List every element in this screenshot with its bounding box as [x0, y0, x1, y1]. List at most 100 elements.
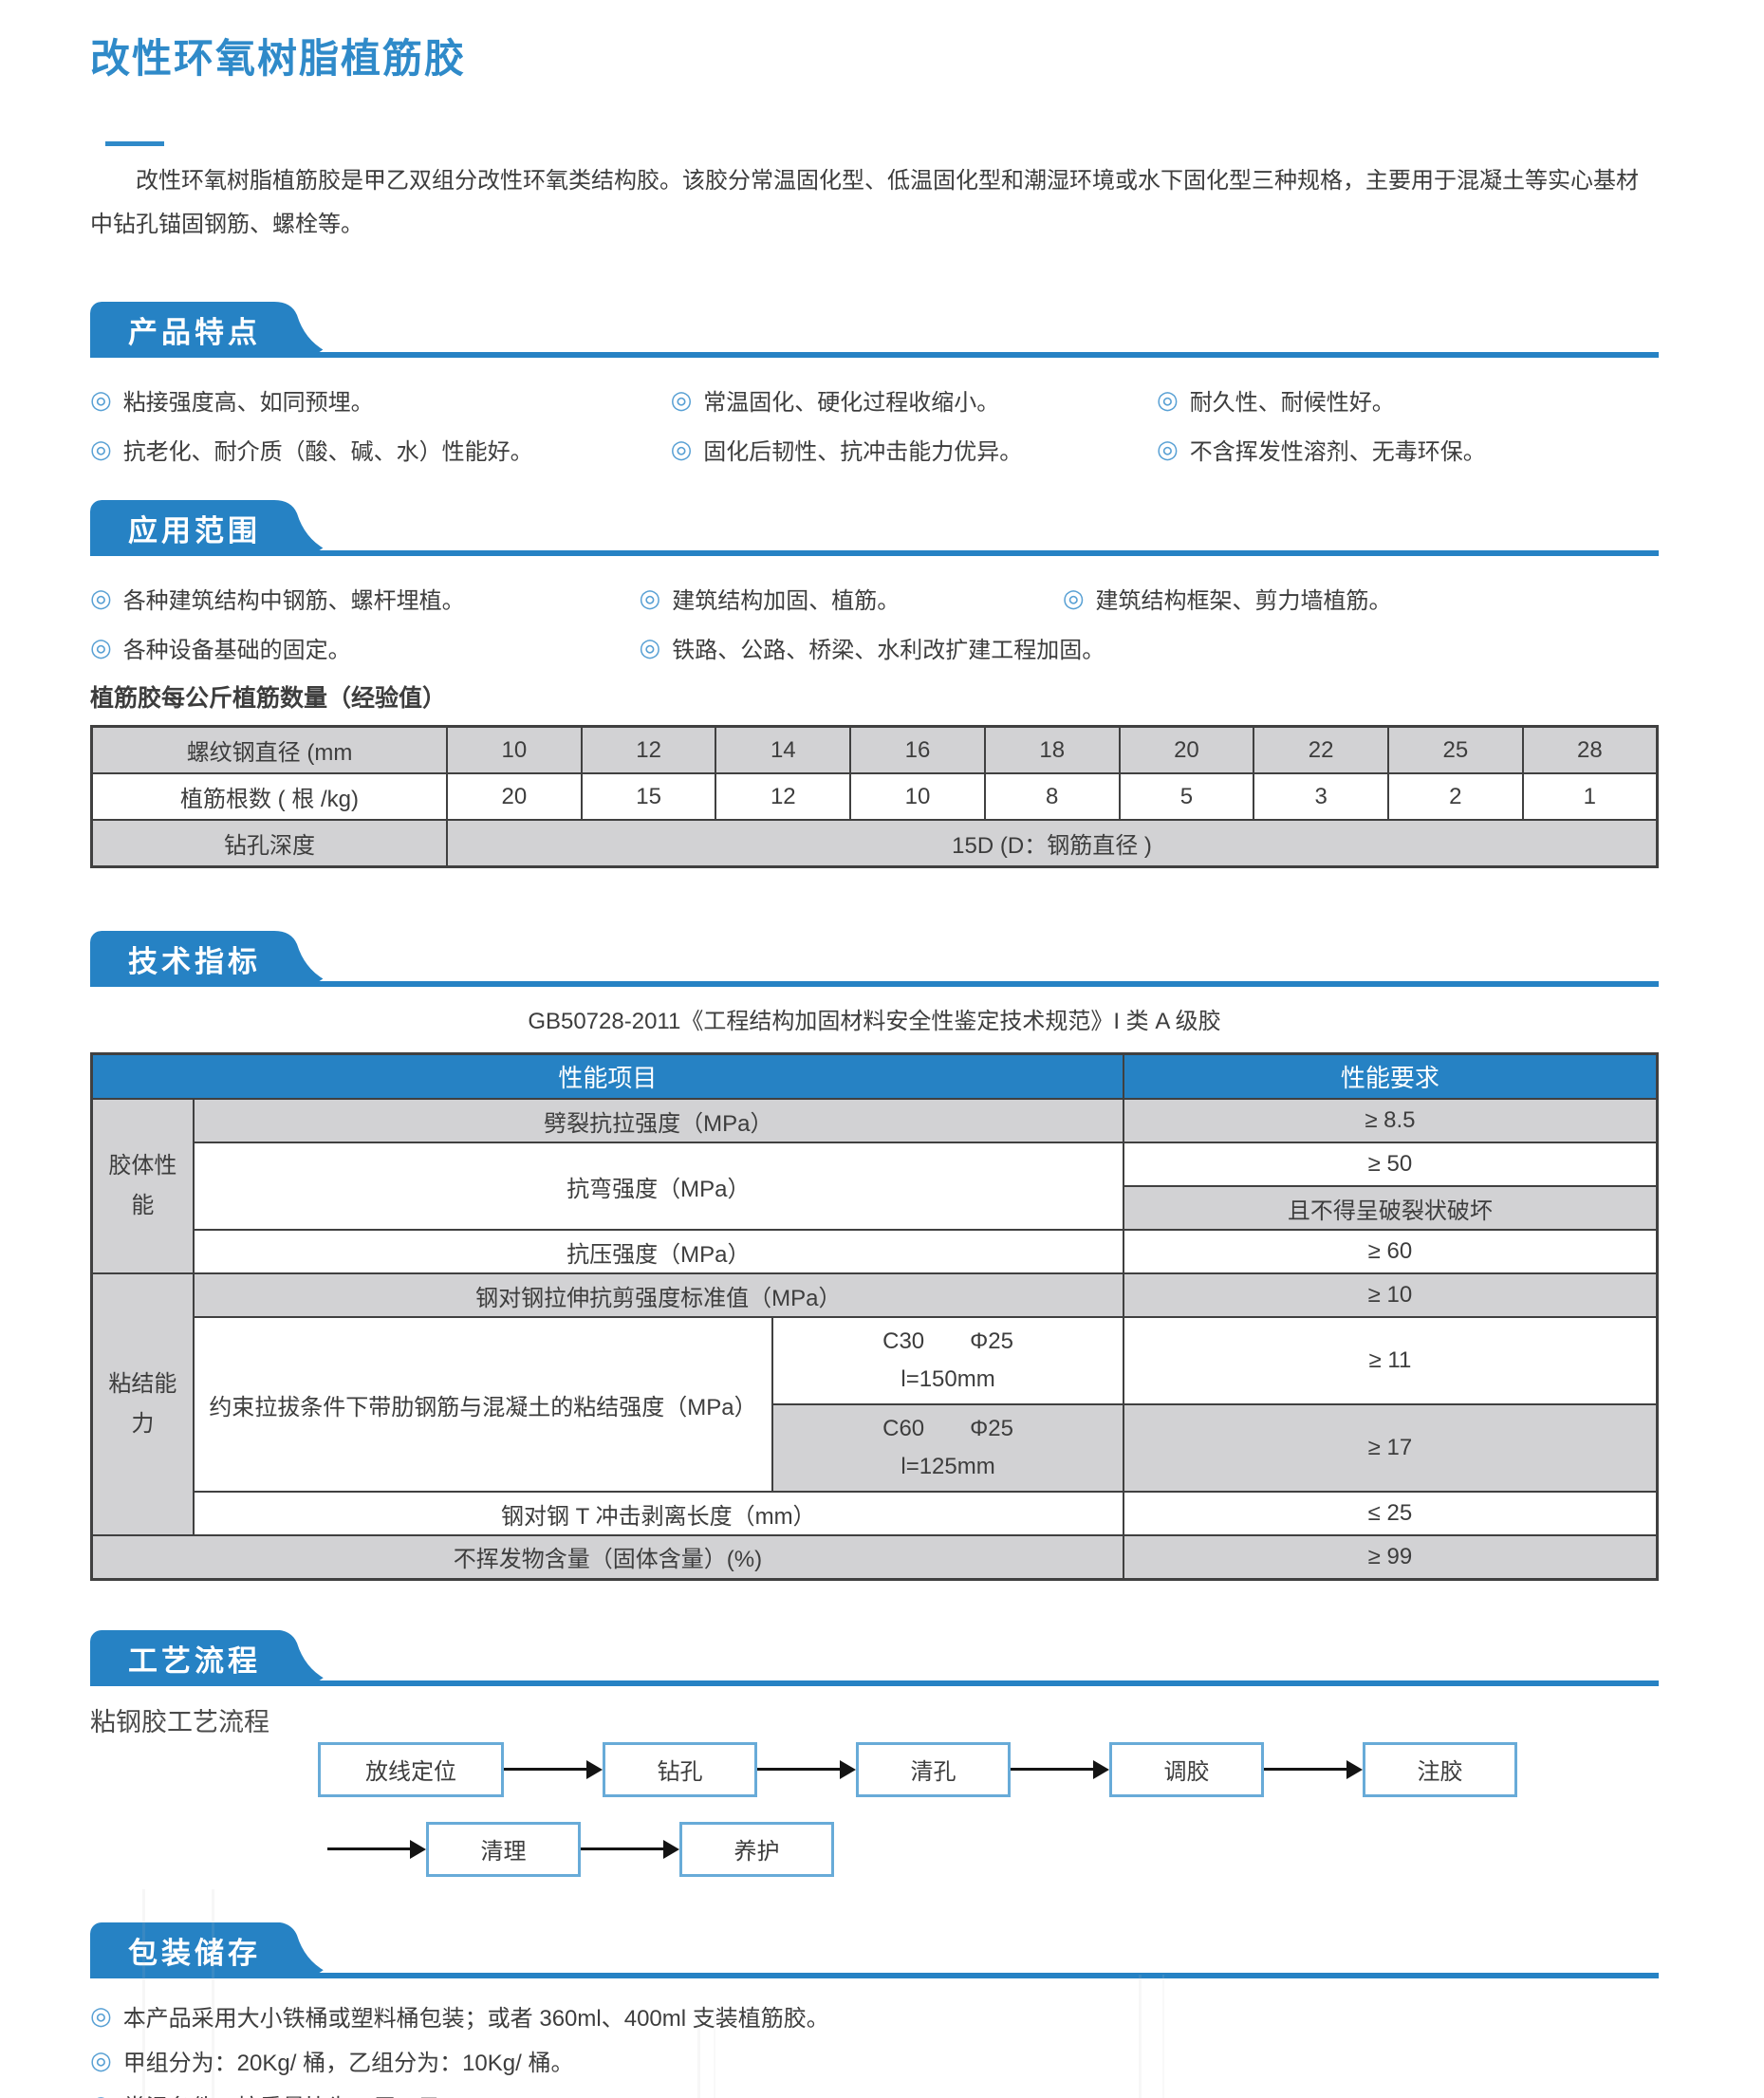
double-circle-bullet-icon: ◎ — [1157, 435, 1179, 463]
flow-row-2: 清理 养护 — [327, 1821, 1659, 1877]
tech-req-cell: ≥ 10 — [1122, 1272, 1659, 1318]
feature-item-label: 固化后韧性、抗冲击能力优异。 — [703, 438, 1023, 465]
dosage-cell: 12 — [715, 772, 852, 821]
dosage-header-cell: 22 — [1253, 725, 1389, 774]
application-item-label: 各种建筑结构中钢筋、螺杆埋植。 — [122, 587, 465, 614]
tech-item-cell: 不挥发物含量（固体含量）(%) — [90, 1534, 1124, 1580]
dosage-header-cell: 16 — [849, 725, 986, 774]
tech-req-cell: ≥ 99 — [1122, 1534, 1659, 1580]
flow-step-cure: 养护 — [679, 1821, 834, 1877]
feature-item-label: 常温固化、硬化过程收缩小。 — [703, 389, 1000, 416]
section-tab-applications: 应用范围 — [90, 500, 339, 556]
feature-item: ◎ 粘接强度高、如同预埋。 — [90, 375, 671, 424]
arrow-right-icon — [1011, 1759, 1109, 1779]
application-item: ◎ 铁路、公路、桥梁、水利改扩建工程加固。 — [639, 622, 1105, 672]
table-row: 植筋根数 ( 根 /kg) 20 15 12 10 8 5 3 2 1 — [90, 772, 1659, 821]
standard-note: GB50728-2011《工程结构加固材料安全性鉴定技术规范》I 类 A 级胶 — [528, 1009, 1221, 1034]
section-line — [90, 550, 1659, 556]
feature-item-label: 粘接强度高、如同预埋。 — [122, 389, 374, 416]
application-item-label: 铁路、公路、桥梁、水利改扩建工程加固。 — [672, 637, 1105, 663]
feature-item: ◎ 耐久性、耐候性好。 — [1157, 375, 1659, 424]
double-circle-bullet-icon: ◎ — [1062, 584, 1085, 612]
table-row: 且不得呈破裂状破坏 — [92, 1185, 1659, 1231]
arrow-right-icon — [327, 1839, 426, 1859]
flow-step-inject-glue: 注胶 — [1363, 1741, 1517, 1797]
dosage-header-cell: 18 — [983, 725, 1121, 774]
double-circle-bullet-icon: ◎ — [90, 2046, 112, 2074]
tech-item-cell: 劈裂抗拉强度（MPa） — [192, 1098, 1124, 1143]
table-row: 胶体性能 劈裂抗拉强度（MPa） ≥ 8.5 — [90, 1098, 1659, 1274]
table-row: 抗压强度（MPa） ≥ 60 — [92, 1229, 1659, 1274]
application-item: ◎ 各种设备基础的固定。 — [90, 622, 640, 672]
tech-item-cell: 抗压强度（MPa） — [192, 1229, 1124, 1274]
dosage-header-cell: 12 — [580, 725, 717, 774]
feature-item-label: 不含挥发性溶剂、无毒环保。 — [1189, 438, 1486, 465]
application-item-label: 建筑结构框架、剪力墙植筋。 — [1095, 587, 1392, 614]
section-tab-tech: 技术指标 — [90, 931, 339, 987]
table-row: 抗弯强度（MPa） ≥ 50 — [92, 1142, 1659, 1231]
table-row: 螺纹钢直径 (mm 10 12 14 16 18 20 22 25 28 — [90, 725, 1659, 774]
application-item-label: 建筑结构加固、植筋。 — [672, 587, 901, 614]
dosage-cell: 15 — [580, 772, 717, 821]
section-tab-process: 工艺流程 — [90, 1630, 339, 1686]
tech-req-cell: ≥ 11 — [1122, 1316, 1659, 1405]
table-row: 钢对钢 T 冲击剥离长度（mm） ≤ 25 — [92, 1491, 1659, 1536]
condition-line1: C60 Φ25 — [882, 1416, 1013, 1441]
flow-step-layout: 放线定位 — [318, 1741, 504, 1797]
tech-req-cell: ≥ 17 — [1122, 1403, 1659, 1493]
tech-table: 性能项目 性能要求 胶体性能 劈裂抗拉强度（MPa） ≥ 8.5 抗弯强度（MP… — [90, 1052, 1659, 1581]
flow-step-drill: 钻孔 — [603, 1741, 757, 1797]
condition-line2: l=150mm — [901, 1366, 995, 1392]
flow-step-cleanup: 清理 — [426, 1821, 581, 1877]
double-circle-bullet-icon: ◎ — [639, 633, 661, 661]
condition-line1: C30 Φ25 — [882, 1328, 1013, 1354]
section-line — [90, 352, 1659, 358]
application-item: ◎ 建筑结构框架、剪力墙植筋。 — [1063, 573, 1659, 622]
section-header-applications: 应用范围 — [90, 496, 1659, 556]
group-cell-colloid: 胶体性能 — [90, 1098, 195, 1274]
title-underline — [105, 141, 164, 146]
dosage-header-cell: 螺纹钢直径 (mm — [90, 725, 449, 774]
table-row: 约束拉拔条件下带肋钢筋与混凝土的粘结强度（MPa） C30 Φ25 l=150m… — [92, 1316, 1659, 1493]
tech-item-cell: 钢对钢 T 冲击剥离长度（mm） — [192, 1491, 1124, 1536]
double-circle-bullet-icon: ◎ — [90, 633, 112, 661]
application-item: ◎ 建筑结构加固、植筋。 — [640, 573, 1063, 622]
feature-item: ◎ 固化后韧性、抗冲击能力优异。 — [671, 424, 1157, 473]
arrow-right-icon — [581, 1839, 679, 1859]
flow-row-1: 放线定位 钻孔 清孔 调胶 注胶 — [318, 1741, 1659, 1797]
dosage-cell: 5 — [1118, 772, 1255, 821]
double-circle-bullet-icon: ◎ — [90, 385, 112, 414]
dosage-cell: 钻孔深度 — [90, 819, 449, 868]
flow-subtitle: 粘钢胶工艺流程 — [90, 1707, 269, 1736]
dosage-header-cell: 10 — [446, 725, 583, 774]
arrow-right-icon — [504, 1759, 603, 1779]
double-circle-bullet-icon: ◎ — [1157, 385, 1179, 414]
storage-item-label: 甲组分为：20Kg/ 桶，乙组分为：10Kg/ 桶。 — [122, 2050, 574, 2076]
arrow-right-icon — [757, 1759, 856, 1779]
tech-req-cell: ≥ 60 — [1122, 1229, 1659, 1274]
double-circle-bullet-icon: ◎ — [639, 584, 661, 612]
dosage-table: 螺纹钢直径 (mm 10 12 14 16 18 20 22 25 28 植筋根… — [90, 725, 1659, 868]
table-row: C60 Φ25 l=125mm ≥ 17 — [92, 1403, 1659, 1493]
dosage-header-cell: 20 — [1118, 725, 1255, 774]
dosage-cell: 1 — [1521, 772, 1659, 821]
dosage-cell: 植筋根数 ( 根 /kg) — [90, 772, 449, 821]
dosage-table-title: 植筋胶每公斤植筋数量（经验值） — [90, 685, 447, 712]
section-header-tech: 技术指标 — [90, 927, 1659, 987]
arrow-right-icon — [1264, 1759, 1363, 1779]
feature-item-label: 耐久性、耐候性好。 — [1189, 389, 1395, 416]
tech-item-cell: 抗弯强度（MPa） — [192, 1142, 1124, 1231]
condition-line2: l=125mm — [901, 1454, 995, 1479]
application-item-label: 各种设备基础的固定。 — [122, 637, 351, 663]
tech-header-item: 性能项目 — [90, 1052, 1124, 1100]
tech-condition-cell: C60 Φ25 l=125mm — [771, 1403, 1124, 1493]
feature-item-label: 抗老化、耐介质（酸、碱、水）性能好。 — [122, 438, 533, 465]
dosage-cell: 8 — [983, 772, 1121, 821]
storage-list: ◎ 本产品采用大小铁桶或塑料桶包装；或者 360ml、400ml 支装植筋胶。 ◎… — [90, 1994, 1659, 2098]
double-circle-bullet-icon: ◎ — [90, 2001, 112, 2030]
section-header-process: 工艺流程 — [90, 1626, 1659, 1686]
double-circle-bullet-icon: ◎ — [670, 385, 693, 414]
feature-item: ◎ 不含挥发性溶剂、无毒环保。 — [1157, 424, 1659, 473]
storage-item-label: 常温条件：按重量比为：甲：乙＝ 2 ：1。 — [123, 2089, 548, 2098]
